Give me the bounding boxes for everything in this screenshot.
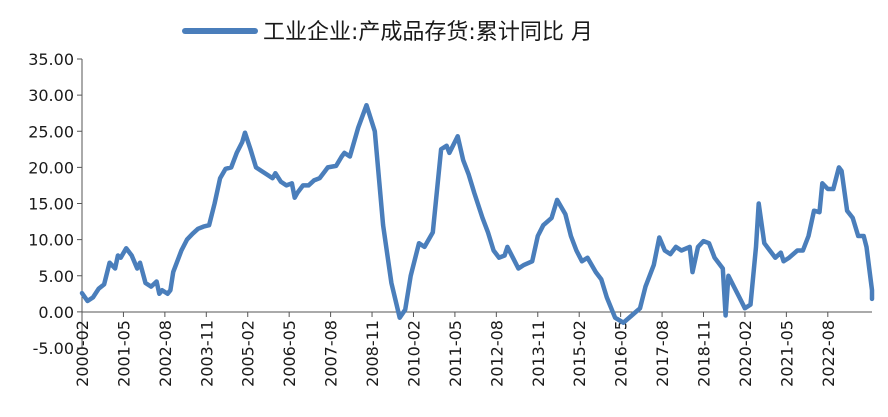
y-tick-label: -5.00 bbox=[33, 339, 74, 358]
x-tick-label: 2013-11 bbox=[529, 320, 548, 387]
x-axis: 2000-02 2001-05 2002-08 2003-11 2005-02 2006-… bbox=[73, 311, 872, 387]
legend: 工业企业:产成品存货:累计同比 月 bbox=[182, 20, 593, 45]
x-tick-label: 2020-02 bbox=[736, 320, 755, 387]
y-tick-label: 15.00 bbox=[28, 195, 74, 214]
y-tick-label: 0.00 bbox=[38, 303, 74, 322]
y-tick-label: 5.00 bbox=[38, 267, 74, 286]
plot-area bbox=[79, 102, 875, 325]
y-tick-label: 25.00 bbox=[28, 122, 74, 141]
x-tick-label: 2018-11 bbox=[695, 320, 714, 387]
x-tick-label: 2017-08 bbox=[653, 320, 672, 387]
x-tick-label: 2005-02 bbox=[239, 320, 258, 387]
x-tick-label: 2012-08 bbox=[487, 320, 506, 387]
y-tick-label: 10.00 bbox=[28, 231, 74, 250]
x-tick-label: 2006-05 bbox=[280, 320, 299, 387]
x-tick-label: 2003-11 bbox=[197, 320, 216, 387]
legend-label: 工业企业:产成品存货:累计同比 月 bbox=[263, 20, 593, 45]
y-axis: 35.00 30.00 25.00 20.00 15.00 10.00 5.00 0.00 -5… bbox=[28, 50, 83, 358]
x-tick-label: 2021-05 bbox=[777, 320, 796, 387]
y-tick-label: 35.00 bbox=[28, 50, 74, 69]
x-tick-label: 2002-08 bbox=[156, 320, 175, 387]
x-tick-label: 2001-05 bbox=[114, 320, 133, 387]
x-tick-label: 2015-02 bbox=[570, 320, 589, 387]
y-tick-label: 30.00 bbox=[28, 86, 74, 105]
x-tick-label: 2022-08 bbox=[819, 320, 838, 387]
x-tick-label: 2016-05 bbox=[612, 320, 631, 387]
series-line bbox=[79, 102, 875, 325]
x-tick-label: 2000-02 bbox=[73, 320, 92, 387]
y-tick-label: 20.00 bbox=[28, 158, 74, 177]
x-tick-label: 2008-11 bbox=[363, 320, 382, 387]
x-tick-label: 2011-05 bbox=[446, 320, 465, 387]
x-tick-label: 2007-08 bbox=[322, 320, 341, 387]
x-tick-label: 2010-02 bbox=[404, 320, 423, 387]
